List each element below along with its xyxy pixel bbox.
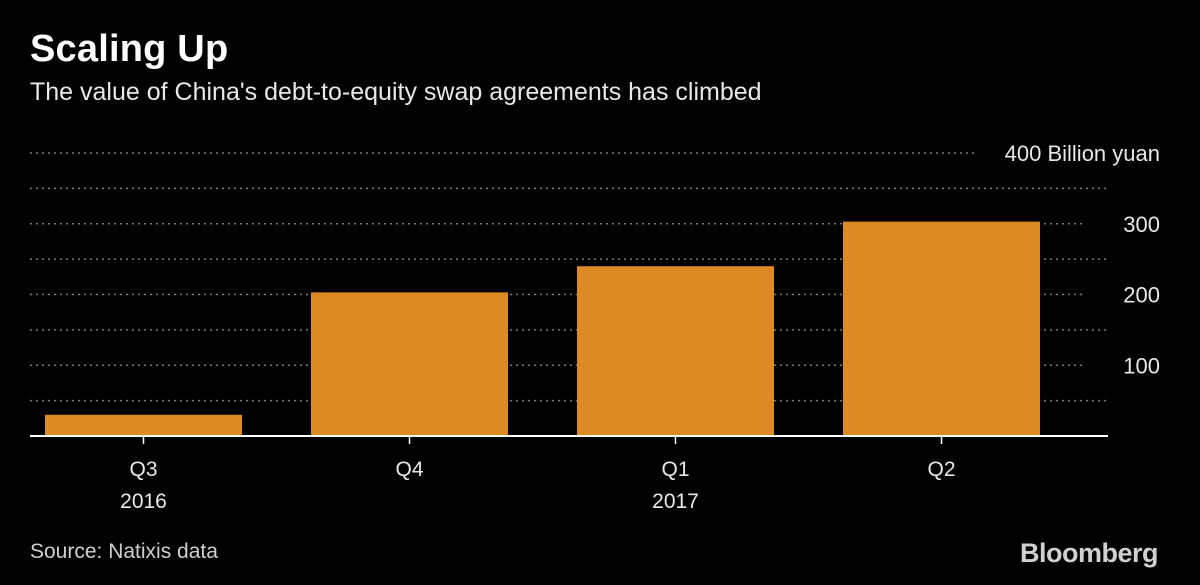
y-tick-label: 400 Billion yuan: [1005, 141, 1160, 166]
chart-subtitle: The value of China's debt-to-equity swap…: [30, 78, 762, 106]
gridlines: [30, 152, 1108, 402]
x-year-label: 2016: [120, 490, 167, 513]
chart-title: Scaling Up: [30, 28, 229, 70]
y-tick-label: 100: [1123, 353, 1160, 378]
bar-q3: [45, 414, 242, 436]
bar-q2: [843, 221, 1040, 436]
bars: [45, 221, 1040, 436]
tick-labels: 100 200 300 400 Billion yuan Q3 2016 Q4 Q1 2017 Q…: [120, 141, 1160, 513]
x-year-label: 2017: [652, 490, 699, 513]
x-tick-label: Q1: [661, 458, 689, 481]
x-tick-label: Q4: [395, 458, 423, 481]
x-tick-label: Q2: [927, 458, 955, 481]
y-tick-label: 200: [1123, 283, 1160, 308]
bar-q4: [311, 292, 508, 436]
x-axis: [30, 435, 1108, 444]
bar-q1: [577, 266, 774, 436]
x-tick-label: Q3: [129, 458, 157, 481]
source-note: Source: Natixis data: [30, 540, 218, 563]
bloomberg-logo: Bloomberg: [1019, 538, 1159, 568]
y-tick-label: 300: [1123, 212, 1160, 237]
